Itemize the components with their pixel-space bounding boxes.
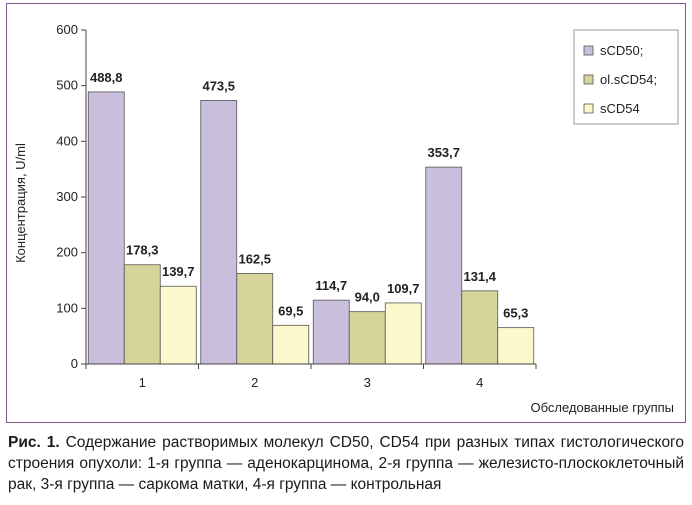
figure-caption: Рис. 1. Содержание растворимых молекул C… <box>8 432 684 495</box>
data-label: 65,3 <box>503 306 528 321</box>
legend-label: ol.sCD54; <box>600 72 657 87</box>
y-axis-ticks: 0 100 200 300 400 500 600 <box>56 22 86 371</box>
bar-series-2-group-3 <box>348 311 386 365</box>
bar-series-3-group-4 <box>497 327 535 365</box>
legend-swatch <box>583 103 594 114</box>
data-label: 178,3 <box>126 243 159 258</box>
y-tick-label: 600 <box>56 22 78 37</box>
legend-label: sCD50; <box>600 43 643 58</box>
x-tick-label: 3 <box>364 375 371 390</box>
legend-label: sCD54 <box>600 101 640 116</box>
x-axis-title: Обследованные группы <box>530 400 674 415</box>
x-axis-ticks: 1 2 3 4 <box>85 364 537 390</box>
y-axis-title: Концентрация, U/ml <box>13 143 28 263</box>
data-label: 114,7 <box>315 278 347 293</box>
x-tick-label: 1 <box>139 375 146 390</box>
y-tick-label: 200 <box>56 245 78 260</box>
x-tick-label: 4 <box>476 375 483 390</box>
bar-series-3-group-2 <box>272 324 310 365</box>
data-label: 94,0 <box>355 290 380 305</box>
caption-label: Рис. 1. <box>8 434 60 451</box>
y-tick-label: 0 <box>71 356 78 371</box>
bar-series-3-group-1 <box>159 285 197 365</box>
y-tick-label: 300 <box>56 189 78 204</box>
bar-series-1-group-3 <box>312 299 350 365</box>
legend: sCD50; ol.sCD54; sCD54 <box>573 29 679 125</box>
legend-swatch <box>583 45 594 56</box>
bar-series-2-group-4 <box>461 290 499 365</box>
y-tick-label: 400 <box>56 133 78 148</box>
caption-text: Содержание растворимых молекул CD50, CD5… <box>8 434 684 493</box>
bar-series-2-group-2 <box>236 273 274 365</box>
bar-series-1-group-1 <box>87 91 125 365</box>
bar-series-3-group-3 <box>384 302 422 365</box>
data-label: 69,5 <box>278 303 303 318</box>
data-label: 353,7 <box>427 145 460 160</box>
bar-series-1-group-2 <box>200 100 238 365</box>
data-label: 473,5 <box>202 78 235 93</box>
bar-series-2-group-1 <box>123 264 161 365</box>
data-label: 162,5 <box>238 252 271 267</box>
data-label: 488,8 <box>90 70 123 85</box>
data-label: 131,4 <box>463 269 496 284</box>
bars-group <box>87 91 535 365</box>
y-tick-label: 100 <box>56 300 78 315</box>
x-tick-label: 2 <box>251 375 258 390</box>
legend-swatch <box>583 74 594 85</box>
bar-series-1-group-4 <box>425 166 463 365</box>
data-label: 139,7 <box>162 264 195 279</box>
y-tick-label: 500 <box>56 78 78 93</box>
data-label: 109,7 <box>387 281 420 296</box>
